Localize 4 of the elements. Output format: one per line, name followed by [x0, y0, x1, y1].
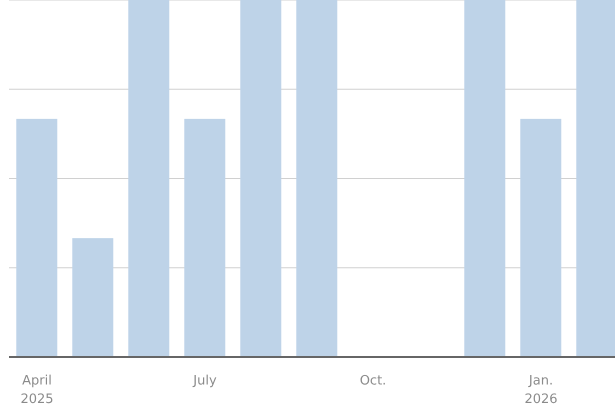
- x-tick-label: July: [192, 374, 217, 389]
- x-tick-label: Oct.: [360, 374, 386, 389]
- x-tick-label: Jan. 2026: [524, 374, 558, 407]
- x-tick-label: April 2025: [20, 374, 54, 407]
